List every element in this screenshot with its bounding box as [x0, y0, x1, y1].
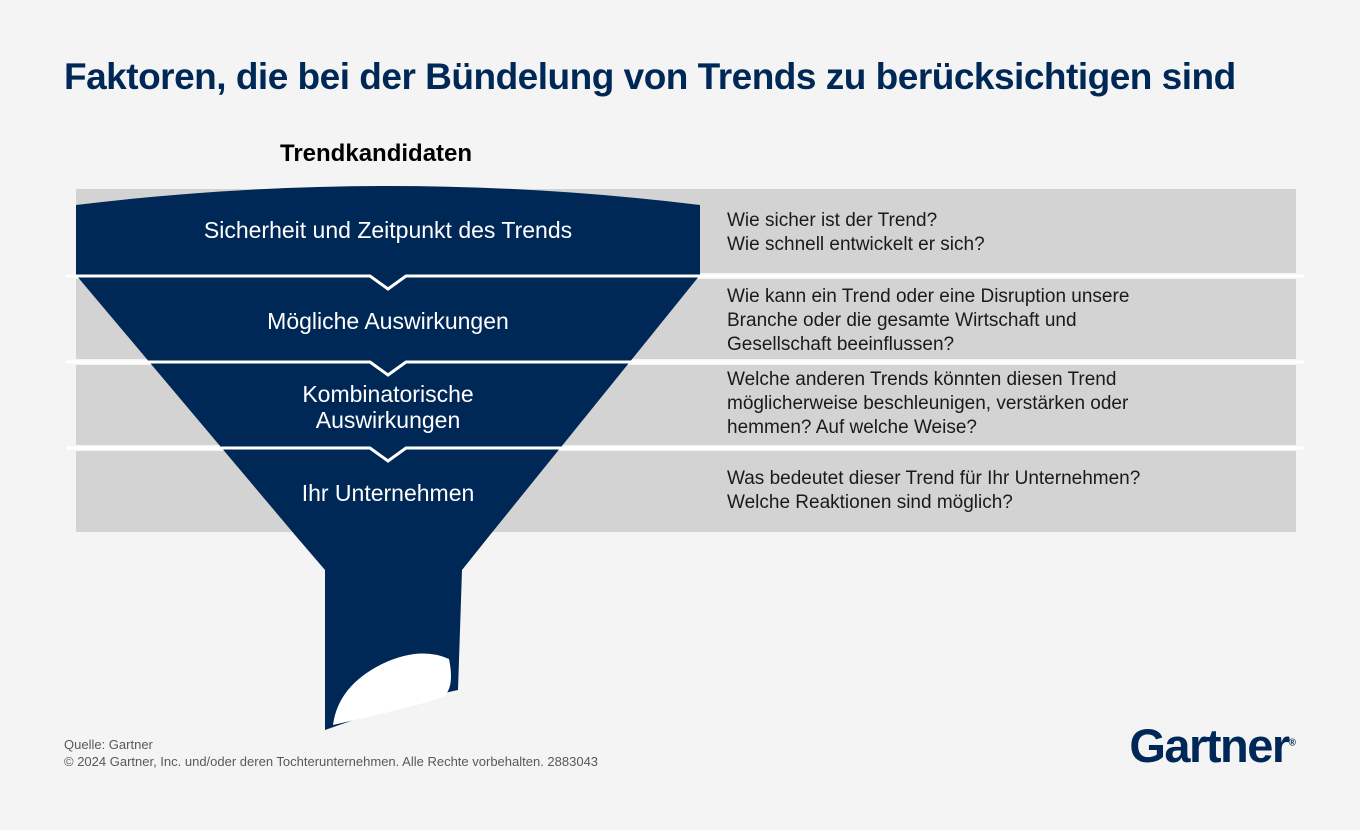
source-text: Quelle: Gartner — [64, 736, 598, 753]
stage-description-security-timing: Wie sicher ist der Trend? Wie schnell en… — [727, 209, 1247, 257]
stage-label-line: Auswirkungen — [188, 407, 588, 433]
source-note: Quelle: Gartner © 2024 Gartner, Inc. und… — [64, 736, 598, 770]
stage-label-combinatorial-impacts: Kombinatorische Auswirkungen — [188, 381, 588, 433]
description-line: hemmen? Auf welche Weise? — [727, 416, 1247, 440]
stage-label-your-company: Ihr Unternehmen — [188, 480, 588, 506]
logo-text: Gartner — [1129, 719, 1288, 772]
stage-label-line: Kombinatorische — [188, 381, 588, 407]
copyright-text: © 2024 Gartner, Inc. und/oder deren Toch… — [64, 753, 598, 770]
description-line: Branche oder die gesamte Wirtschaft und — [727, 309, 1247, 333]
description-line: möglicherweise beschleunigen, verstärken… — [727, 392, 1247, 416]
description-line: Gesellschaft beeinflussen? — [727, 333, 1247, 357]
stage-description-your-company: Was bedeutet dieser Trend für Ihr Untern… — [727, 467, 1247, 515]
description-line: Welche anderen Trends könnten diesen Tre… — [727, 368, 1247, 392]
description-line: Wie kann ein Trend oder eine Disruption … — [727, 285, 1247, 309]
stage-label-possible-impacts: Mögliche Auswirkungen — [188, 308, 588, 334]
stage-description-possible-impacts: Wie kann ein Trend oder eine Disruption … — [727, 285, 1247, 357]
stage-description-combinatorial-impacts: Welche anderen Trends könnten diesen Tre… — [727, 368, 1247, 440]
description-line: Was bedeutet dieser Trend für Ihr Untern… — [727, 467, 1247, 491]
description-line: Welche Reaktionen sind möglich? — [727, 491, 1247, 515]
stage-label-security-timing: Sicherheit und Zeitpunkt des Trends — [188, 217, 588, 243]
gartner-logo: Gartner® — [1129, 718, 1296, 773]
description-line: Wie sicher ist der Trend? — [727, 209, 1247, 233]
registered-mark: ® — [1289, 737, 1296, 748]
description-line: Wie schnell entwickelt er sich? — [727, 233, 1247, 257]
